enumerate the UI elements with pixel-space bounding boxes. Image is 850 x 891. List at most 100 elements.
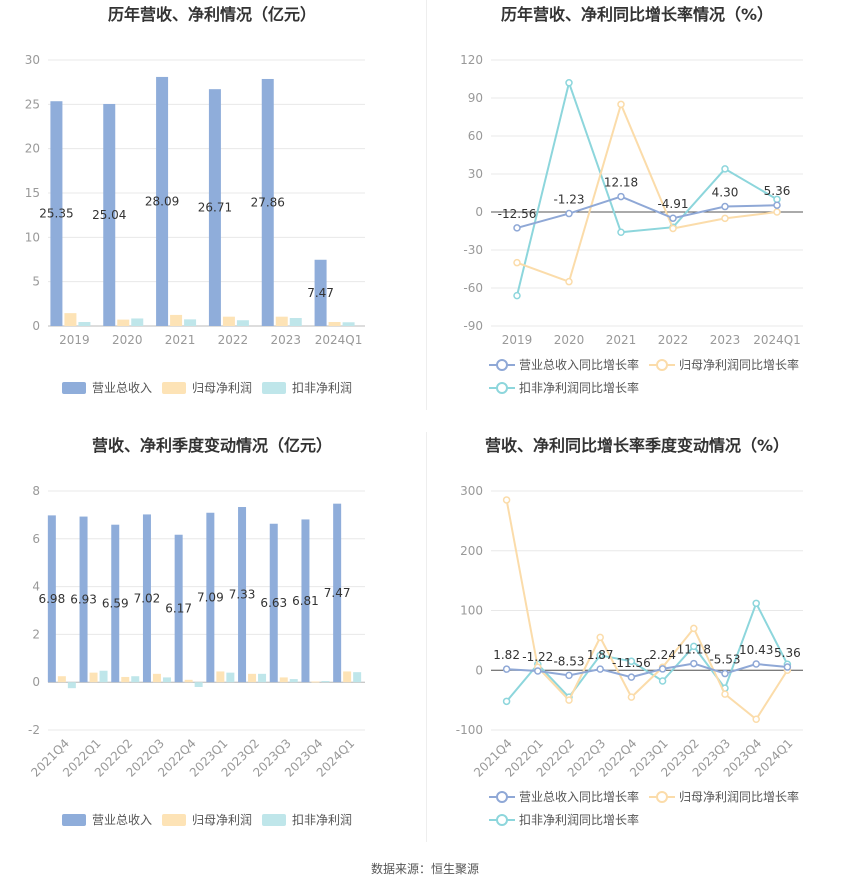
series-point-2 bbox=[513, 291, 521, 300]
x-tick-label: 2024Q1 bbox=[315, 333, 363, 347]
bar-revenue bbox=[238, 507, 247, 683]
bar-revenue bbox=[208, 89, 221, 327]
series-point-2 bbox=[502, 697, 511, 706]
x-tick-label: 2020 bbox=[112, 333, 143, 347]
quarterly-growth-rate-chart: 营收、净利同比增长率季度变动情况（%）-10001002003002021Q42… bbox=[456, 436, 803, 827]
data-label: 6.59 bbox=[102, 596, 129, 610]
bar-deducted-profit bbox=[289, 318, 302, 326]
y-tick-label: 0 bbox=[32, 675, 40, 689]
series-line-1 bbox=[505, 499, 789, 721]
bar-revenue bbox=[47, 515, 56, 683]
legend-label: 归母净利润 bbox=[192, 813, 252, 827]
data-label: 7.47 bbox=[307, 286, 334, 300]
y-tick-label: 30 bbox=[25, 53, 40, 67]
bar-revenue bbox=[333, 503, 342, 683]
bar-revenue bbox=[111, 524, 120, 683]
bar-deducted-profit bbox=[258, 673, 267, 683]
data-label: 7.02 bbox=[134, 591, 161, 605]
data-label: -1.22 bbox=[522, 650, 553, 664]
x-tick-label: 2019 bbox=[502, 333, 533, 347]
bar-deducted-profit bbox=[131, 676, 140, 683]
chart-title: 营收、净利季度变动情况（亿元） bbox=[92, 436, 332, 455]
series-point-1 bbox=[627, 693, 636, 701]
series-point-2 bbox=[627, 657, 636, 666]
y-tick-label: 60 bbox=[468, 129, 483, 143]
legend-label: 扣非净利润 bbox=[292, 813, 352, 827]
series-point-2 bbox=[565, 79, 573, 87]
series-line-1 bbox=[516, 101, 778, 283]
series-point-1 bbox=[596, 633, 604, 642]
bar-revenue bbox=[301, 519, 310, 683]
data-label: -12.56 bbox=[498, 207, 537, 221]
legend-label: 营业总收入 bbox=[92, 381, 152, 395]
series-point-1 bbox=[669, 224, 677, 233]
series-point-2 bbox=[596, 651, 604, 660]
series-point-0 bbox=[534, 667, 542, 675]
data-label: -5.53 bbox=[709, 653, 740, 667]
data-label: 6.98 bbox=[38, 592, 65, 606]
bar-net-profit bbox=[222, 316, 235, 326]
bar-net-profit bbox=[64, 313, 77, 326]
bar-net-profit bbox=[89, 672, 98, 683]
legend-swatch-marker bbox=[496, 814, 508, 826]
legend-swatch bbox=[62, 382, 86, 394]
legend-swatch bbox=[162, 382, 186, 394]
series-point-1 bbox=[565, 696, 573, 704]
bar-deducted-profit bbox=[321, 681, 330, 683]
bar-deducted-profit bbox=[226, 672, 235, 683]
legend-swatch bbox=[262, 382, 286, 394]
bar-net-profit bbox=[216, 671, 225, 683]
series-point-0 bbox=[721, 669, 729, 678]
data-label: -11.56 bbox=[612, 656, 651, 670]
series-point-2 bbox=[690, 642, 698, 651]
bar-net-profit bbox=[311, 681, 320, 683]
x-tick-label: 2022 bbox=[218, 333, 249, 347]
y-tick-label: 90 bbox=[468, 91, 483, 105]
y-tick-label: 8 bbox=[32, 484, 40, 498]
y-tick-label: 0 bbox=[32, 319, 40, 333]
series-point-1 bbox=[617, 100, 625, 109]
bar-revenue bbox=[50, 101, 63, 326]
series-point-1 bbox=[513, 258, 521, 267]
bar-net-profit bbox=[57, 676, 66, 683]
series-point-0 bbox=[773, 201, 781, 209]
series-point-0 bbox=[565, 209, 573, 218]
legend-swatch bbox=[62, 814, 86, 826]
data-label: 7.09 bbox=[197, 590, 224, 604]
series-point-1 bbox=[773, 208, 781, 216]
bar-deducted-profit bbox=[353, 672, 362, 683]
y-tick-label: -2 bbox=[28, 723, 40, 737]
bar-net-profit bbox=[275, 316, 288, 326]
series-line-2 bbox=[505, 600, 789, 702]
y-tick-label: 200 bbox=[460, 544, 483, 558]
y-tick-label: 20 bbox=[25, 142, 40, 156]
x-tick-label: 2022 bbox=[658, 333, 689, 347]
data-label: 10.43 bbox=[739, 643, 773, 657]
annual-revenue-profit-chart: 历年营收、净利情况（亿元） 0 5 10 15 20 25 30 2019 2020 2021 202… bbox=[25, 5, 365, 395]
bar-net-profit bbox=[152, 673, 161, 683]
series-point-0 bbox=[513, 224, 521, 232]
series-point-0 bbox=[596, 665, 604, 673]
bar-deducted-profit bbox=[67, 682, 76, 689]
y-tick-label: 0 bbox=[475, 205, 483, 219]
series-point-2 bbox=[721, 165, 729, 173]
series-point-0 bbox=[502, 665, 511, 673]
x-tick-label: 2021 bbox=[165, 333, 196, 347]
legend-swatch bbox=[262, 814, 286, 826]
bar-revenue bbox=[142, 514, 151, 683]
bar-net-profit bbox=[117, 319, 130, 326]
series-point-1 bbox=[752, 715, 760, 723]
data-label: 6.93 bbox=[70, 592, 97, 606]
legend-swatch-marker bbox=[496, 791, 508, 803]
y-tick-label: -30 bbox=[463, 243, 483, 257]
y-tick-label: -100 bbox=[456, 723, 483, 737]
series-point-0 bbox=[752, 660, 760, 668]
chart-title: 历年营收、净利同比增长率情况（%） bbox=[501, 5, 773, 24]
data-label: 26.71 bbox=[198, 201, 232, 215]
quarterly-revenue-profit-chart: 营收、净利季度变动情况（亿元）-2024682021Q42022Q12022Q2… bbox=[28, 436, 365, 827]
series-point-0 bbox=[617, 192, 625, 201]
data-label: 28.09 bbox=[145, 194, 179, 208]
chart-title: 营收、净利同比增长率季度变动情况（%） bbox=[485, 436, 789, 455]
data-label: 6.63 bbox=[260, 596, 287, 610]
divider-vertical bbox=[426, 0, 427, 410]
